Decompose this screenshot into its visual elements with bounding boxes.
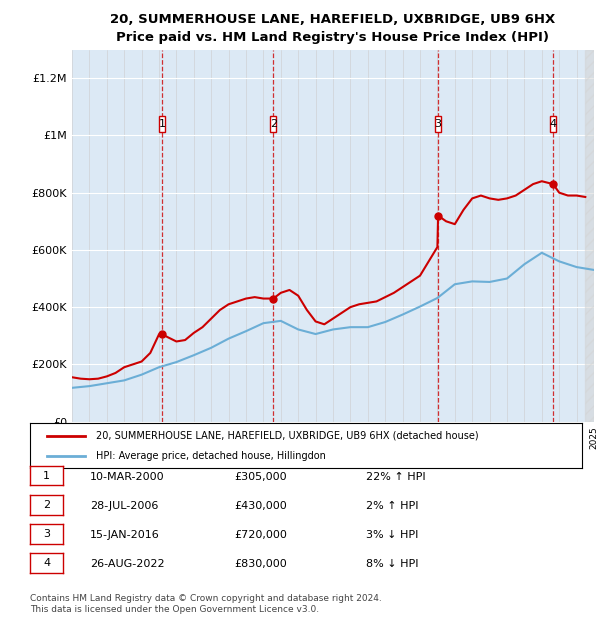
Text: £430,000: £430,000 [234, 501, 287, 511]
Text: 2: 2 [270, 119, 277, 129]
Text: 4: 4 [43, 558, 50, 568]
Text: 2: 2 [43, 500, 50, 510]
FancyBboxPatch shape [270, 116, 277, 132]
Text: £830,000: £830,000 [234, 559, 287, 569]
FancyBboxPatch shape [159, 116, 166, 132]
Text: HPI: Average price, detached house, Hillingdon: HPI: Average price, detached house, Hill… [96, 451, 326, 461]
Bar [585, 50, 594, 422]
Text: Contains HM Land Registry data © Crown copyright and database right 2024.
This d: Contains HM Land Registry data © Crown c… [30, 595, 382, 614]
Text: 8% ↓ HPI: 8% ↓ HPI [366, 559, 419, 569]
Text: 22% ↑ HPI: 22% ↑ HPI [366, 472, 425, 482]
Text: 4: 4 [550, 119, 557, 129]
Text: 28-JUL-2006: 28-JUL-2006 [90, 501, 158, 511]
Text: 1: 1 [43, 471, 50, 480]
Title: 20, SUMMERHOUSE LANE, HAREFIELD, UXBRIDGE, UB9 6HX
Price paid vs. HM Land Regist: 20, SUMMERHOUSE LANE, HAREFIELD, UXBRIDG… [110, 13, 556, 44]
Text: 3% ↓ HPI: 3% ↓ HPI [366, 530, 418, 540]
Text: 15-JAN-2016: 15-JAN-2016 [90, 530, 160, 540]
FancyBboxPatch shape [550, 116, 556, 132]
Text: 3: 3 [43, 529, 50, 539]
Text: £305,000: £305,000 [234, 472, 287, 482]
Text: 10-MAR-2000: 10-MAR-2000 [90, 472, 164, 482]
Text: 2% ↑ HPI: 2% ↑ HPI [366, 501, 419, 511]
Text: £720,000: £720,000 [234, 530, 287, 540]
FancyBboxPatch shape [435, 116, 441, 132]
Text: 20, SUMMERHOUSE LANE, HAREFIELD, UXBRIDGE, UB9 6HX (detached house): 20, SUMMERHOUSE LANE, HAREFIELD, UXBRIDG… [96, 431, 479, 441]
Text: 1: 1 [159, 119, 166, 129]
Text: 3: 3 [434, 119, 442, 129]
Text: 26-AUG-2022: 26-AUG-2022 [90, 559, 164, 569]
